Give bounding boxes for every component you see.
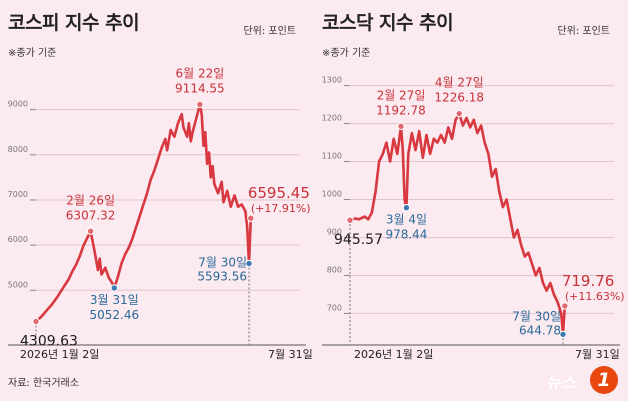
point-marker [346, 216, 354, 224]
point-marker [196, 100, 204, 109]
series-line [349, 112, 567, 336]
date-label: 6월 22일 [175, 66, 224, 80]
value-label: 5052.46 [89, 308, 139, 322]
y-tick-label: 6000 [8, 235, 28, 244]
y-tick-label: 1200 [322, 114, 342, 123]
y-tick-label: 1000 [322, 190, 342, 199]
note-label: ※종가 기준 [8, 48, 57, 59]
value-label: 1192.78 [376, 103, 426, 117]
date-label: 7월 30일 [512, 309, 561, 323]
y-tick-label: 1300 [322, 76, 342, 85]
point-marker [402, 203, 411, 212]
y-tick-label: 9000 [8, 100, 28, 109]
change-label: (+11.63%) [565, 290, 625, 303]
y-tick-label: 5000 [8, 280, 28, 289]
logo-text: 뉴스 [546, 373, 576, 392]
chart-title: 코스피 지수 추이 [8, 12, 140, 34]
value-label: 719.76 [562, 272, 615, 290]
date-label: 3월 4일 [386, 213, 427, 227]
y-tick-label: 1100 [322, 152, 342, 161]
point-marker [559, 330, 567, 339]
change-label: (+17.91%) [251, 202, 311, 215]
y-tick-label: 7000 [8, 190, 28, 199]
point-marker [110, 284, 118, 292]
date-label: 2월 26일 [66, 193, 115, 207]
point-marker [245, 259, 253, 268]
x-start-label: 2026년 1월 2일 [20, 347, 99, 361]
chart-title: 코스닥 지수 추이 [322, 12, 454, 34]
x-end-label: 7월 31일 [575, 347, 620, 361]
value-label: 978.44 [385, 228, 427, 242]
source-label: 자료: 한국거래소 [8, 378, 79, 389]
unit-label: 단위: 포인트 [557, 26, 610, 37]
point-marker [32, 317, 40, 326]
point-marker [247, 214, 255, 222]
value-label: 6595.45 [248, 184, 310, 202]
value-label: 9114.55 [175, 81, 225, 95]
unit-label: 단위: 포인트 [243, 26, 296, 37]
value-label: 5593.56 [197, 269, 247, 283]
date-label: 4월 27일 [435, 76, 484, 90]
note-label: ※종가 기준 [322, 48, 371, 59]
kospi-panel: 코스피 지수 추이 단위: 포인트 ※종가 기준 5000 6000 7000 800… [8, 12, 313, 361]
point-marker [397, 122, 405, 131]
point-marker [561, 302, 569, 310]
x-end-label: 7월 31일 [268, 347, 313, 361]
value-label: 6307.32 [66, 208, 116, 222]
date-label: 2월 27일 [377, 88, 426, 102]
value-label: 4309.63 [20, 333, 78, 349]
series-line [35, 103, 253, 323]
kosdaq-chart: 700 800 900 1000 1100 1200 1300 2026년 1월 2일 7월 3… [322, 76, 625, 361]
value-label: 1226.18 [434, 91, 484, 105]
value-label: 945.57 [334, 232, 383, 248]
point-marker [86, 227, 95, 235]
date-label: 3월 31일 [90, 293, 139, 307]
date-label: 7월 30일 [198, 255, 247, 269]
y-tick-label: 700 [327, 303, 342, 312]
logo-badge: 1 [590, 366, 618, 394]
news1-logo: 뉴스 1 [546, 366, 624, 396]
x-start-label: 2026년 1월 2일 [354, 347, 433, 361]
y-tick-label: 800 [327, 265, 342, 274]
value-label: 644.78 [519, 323, 561, 337]
y-tick-label: 900 [327, 227, 342, 236]
point-marker [455, 109, 463, 118]
kospi-chart: 5000 6000 7000 8000 9000 2026년 1월 2일 7월 31일 430… [8, 66, 313, 361]
kosdaq-panel: 코스닥 지수 추이 단위: 포인트 ※종가 기준 700 800 900 1000 11… [314, 0, 628, 401]
y-tick-label: 8000 [8, 145, 28, 154]
